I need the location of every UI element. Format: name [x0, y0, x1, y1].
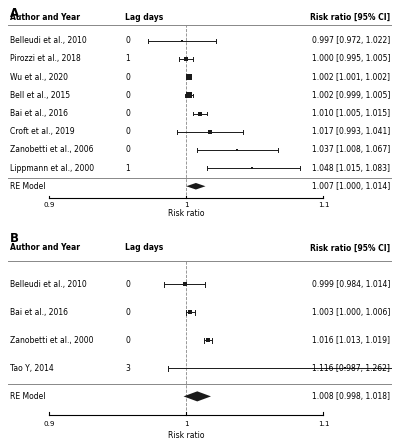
Text: Pirozzi et al., 2018: Pirozzi et al., 2018: [10, 55, 81, 63]
Text: 0: 0: [125, 145, 130, 154]
Text: Lippmann et al., 2000: Lippmann et al., 2000: [10, 164, 94, 172]
Text: 1.116 [0.987, 1.262]: 1.116 [0.987, 1.262]: [312, 364, 390, 373]
Text: Zanobetti et al., 2000: Zanobetti et al., 2000: [10, 336, 94, 345]
Text: 1.003 [1.000, 1.006]: 1.003 [1.000, 1.006]: [312, 308, 390, 317]
Text: 0: 0: [125, 36, 130, 45]
Text: Risk ratio: Risk ratio: [168, 431, 204, 440]
Text: 1.016 [1.013, 1.019]: 1.016 [1.013, 1.019]: [312, 336, 390, 345]
Text: 1.008 [0.998, 1.018]: 1.008 [0.998, 1.018]: [312, 392, 390, 401]
Text: Belleudi et al., 2010: Belleudi et al., 2010: [10, 36, 87, 45]
Text: Bai et al., 2016: Bai et al., 2016: [10, 109, 68, 118]
Text: Risk ratio [95% CI]: Risk ratio [95% CI]: [310, 243, 390, 253]
Text: 0: 0: [125, 336, 130, 345]
Text: Croft et al., 2019: Croft et al., 2019: [10, 127, 74, 136]
Text: RE Model: RE Model: [10, 182, 46, 191]
Text: 1.1: 1.1: [318, 202, 329, 208]
Text: 1.017 [0.993, 1.041]: 1.017 [0.993, 1.041]: [312, 127, 390, 136]
Text: 0: 0: [125, 109, 130, 118]
Text: Author and Year: Author and Year: [10, 243, 80, 253]
Text: 0: 0: [125, 280, 130, 289]
Text: 1.002 [1.001, 1.002]: 1.002 [1.001, 1.002]: [312, 73, 390, 82]
Text: 1.007 [1.000, 1.014]: 1.007 [1.000, 1.014]: [312, 182, 390, 191]
Text: B: B: [10, 232, 19, 246]
Text: A: A: [10, 7, 19, 20]
Text: 1: 1: [184, 202, 188, 208]
Polygon shape: [184, 391, 211, 401]
Text: 3: 3: [125, 364, 130, 373]
Text: Lag days: Lag days: [125, 243, 163, 253]
Text: Zanobetti et al., 2006: Zanobetti et al., 2006: [10, 145, 94, 154]
Text: 1.048 [1.015, 1.083]: 1.048 [1.015, 1.083]: [312, 164, 390, 172]
Text: 1: 1: [125, 55, 130, 63]
Text: Bell et al., 2015: Bell et al., 2015: [10, 91, 70, 100]
Text: 0: 0: [125, 73, 130, 82]
Text: Belleudi et al., 2010: Belleudi et al., 2010: [10, 280, 87, 289]
Text: 1.1: 1.1: [318, 421, 329, 427]
Text: 1: 1: [184, 421, 188, 427]
Text: Tao Y, 2014: Tao Y, 2014: [10, 364, 54, 373]
Text: 0.997 [0.972, 1.022]: 0.997 [0.972, 1.022]: [312, 36, 390, 45]
Text: 1.002 [0.999, 1.005]: 1.002 [0.999, 1.005]: [312, 91, 390, 100]
Text: 0: 0: [125, 308, 130, 317]
Text: Author and Year: Author and Year: [10, 13, 80, 22]
Text: 1: 1: [125, 164, 130, 172]
Text: Risk ratio [95% CI]: Risk ratio [95% CI]: [310, 13, 390, 22]
Text: 1.037 [1.008, 1.067]: 1.037 [1.008, 1.067]: [312, 145, 390, 154]
Text: Lag days: Lag days: [125, 13, 163, 22]
Text: 0.9: 0.9: [43, 421, 55, 427]
Text: Wu et al., 2020: Wu et al., 2020: [10, 73, 68, 82]
Text: 0: 0: [125, 91, 130, 100]
Text: 0.9: 0.9: [43, 202, 55, 208]
Text: 1.000 [0.995, 1.005]: 1.000 [0.995, 1.005]: [312, 55, 390, 63]
Text: 0: 0: [125, 127, 130, 136]
Text: Bai et al., 2016: Bai et al., 2016: [10, 308, 68, 317]
Polygon shape: [186, 183, 206, 190]
Text: RE Model: RE Model: [10, 392, 46, 401]
Text: Risk ratio: Risk ratio: [168, 209, 204, 218]
Text: 1.010 [1.005, 1.015]: 1.010 [1.005, 1.015]: [312, 109, 390, 118]
Text: 0.999 [0.984, 1.014]: 0.999 [0.984, 1.014]: [312, 280, 390, 289]
